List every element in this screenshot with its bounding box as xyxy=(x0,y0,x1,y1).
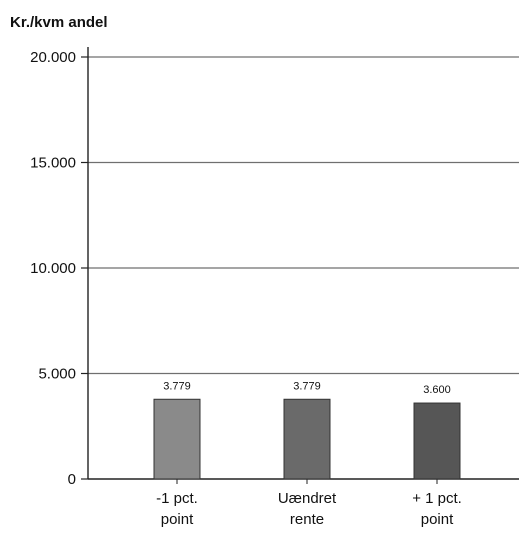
data-label: 3.600 xyxy=(423,384,451,396)
bar xyxy=(283,398,331,480)
y-tick-label: 0 xyxy=(68,471,76,488)
x-axis-labels: -1 pct. point Uændret rente + 1 pct. point xyxy=(156,490,462,528)
data-label: 3.779 xyxy=(163,380,191,392)
y-tick-label: 10.000 xyxy=(30,260,76,277)
gridlines xyxy=(88,56,519,375)
bar xyxy=(153,398,201,480)
y-tick-label: 15.000 xyxy=(30,155,76,172)
x-tick-label: point xyxy=(421,511,454,528)
x-tick-label: rente xyxy=(290,511,324,528)
data-label: 3.779 xyxy=(293,380,321,392)
y-tick-label: 5.000 xyxy=(38,366,76,383)
x-tick-label: -1 pct. xyxy=(156,490,198,507)
data-labels: 3.779 3.779 3.600 xyxy=(163,380,451,396)
x-tick-label: + 1 pct. xyxy=(412,490,462,507)
bar xyxy=(413,402,461,480)
x-tick-label: point xyxy=(161,511,194,528)
chart-title: Kr./kvm andel xyxy=(10,14,108,31)
y-tick-label: 20.000 xyxy=(30,49,76,66)
bars xyxy=(153,398,461,480)
x-tick-label: Uændret xyxy=(278,490,337,507)
